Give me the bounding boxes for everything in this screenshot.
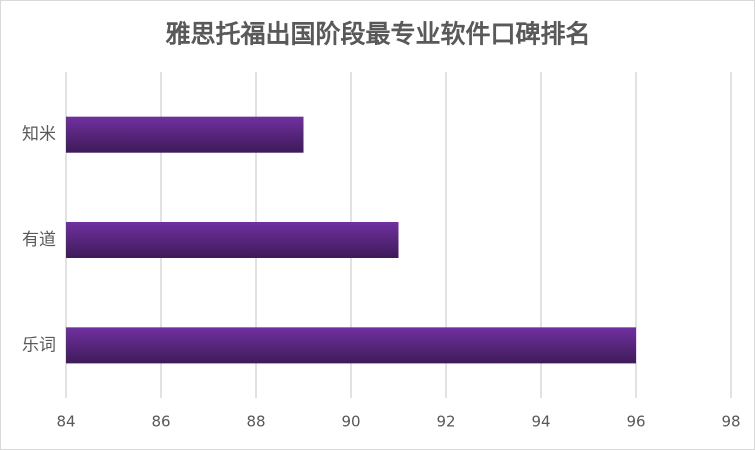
- x-tick-label: 98: [721, 413, 740, 431]
- x-tick-label: 88: [246, 413, 265, 431]
- x-tick-label: 92: [436, 413, 455, 431]
- bar-shade: [66, 222, 399, 258]
- y-tick-label: 知米: [22, 125, 56, 145]
- bar-shade: [66, 327, 636, 364]
- y-tick-label: 有道: [22, 230, 56, 250]
- x-tick-label: 86: [151, 413, 170, 431]
- chart-title: 雅思托福出国阶段最专业软件口碑排名: [165, 20, 590, 49]
- x-tick-label: 96: [626, 413, 645, 431]
- x-tick-label: 94: [531, 413, 550, 431]
- bar-shade: [66, 116, 304, 153]
- y-tick-label: 乐词: [22, 335, 56, 355]
- x-tick-label: 84: [56, 413, 75, 431]
- x-tick-label: 90: [341, 413, 360, 431]
